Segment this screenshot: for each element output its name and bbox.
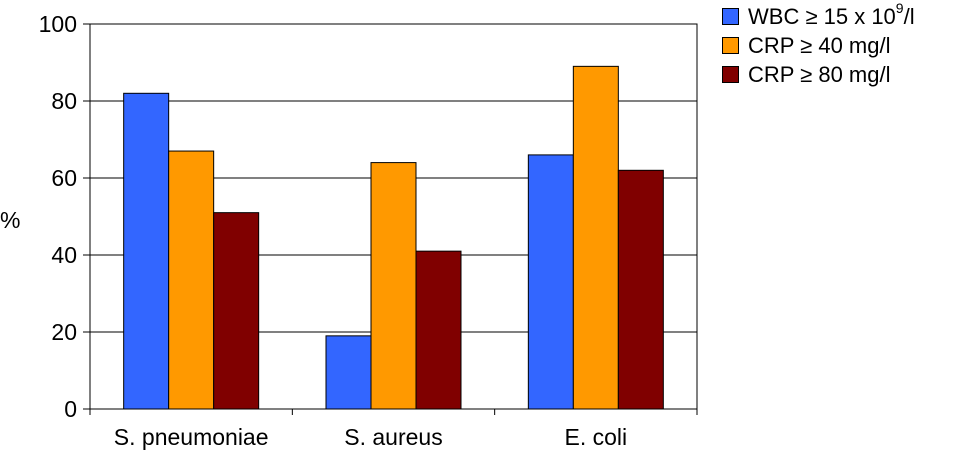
legend-swatch-crp80 (722, 66, 739, 83)
legend-swatch-wbc (722, 8, 739, 25)
bar (213, 212, 260, 410)
bars (123, 65, 664, 410)
legend-item-crp40: CRP ≥ 40 mg/l (722, 31, 915, 60)
x-tick-label: S. pneumoniae (114, 424, 269, 450)
legend-label-wbc: WBC ≥ 15 x 109/l (748, 0, 915, 29)
bar (617, 169, 664, 410)
labels: 0 20 40 60 80 100 S. pneumoniae S. aureus E. col… (39, 11, 628, 450)
y-tick-label: 40 (51, 242, 77, 268)
y-tick-label: 100 (39, 11, 77, 37)
x-tick-label: S. aureus (344, 424, 442, 450)
bar (527, 154, 574, 410)
y-tick-label: 0 (64, 396, 77, 422)
bar (415, 250, 462, 410)
legend-swatch-crp40 (722, 37, 739, 54)
legend-item-wbc: WBC ≥ 15 x 109/l (722, 0, 915, 31)
legend-label-crp40: CRP ≥ 40 mg/l (748, 32, 891, 58)
legend: WBC ≥ 15 x 109/l CRP ≥ 40 mg/l CRP ≥ 80 … (722, 0, 915, 89)
legend-label-crp80: CRP ≥ 80 mg/l (748, 61, 891, 87)
bar (325, 335, 372, 410)
y-tick-label: 80 (51, 88, 77, 114)
bar (123, 92, 170, 410)
x-tick-label: E. coli (565, 424, 628, 450)
bar (572, 65, 619, 410)
bar (168, 150, 215, 410)
bar (370, 162, 417, 410)
y-tick-label: 20 (51, 319, 77, 345)
y-tick-label: 60 (51, 165, 77, 191)
plot-frame (89, 23, 698, 410)
legend-item-crp80: CRP ≥ 80 mg/l (722, 60, 915, 89)
axes (83, 23, 698, 415)
y-axis-label: % (0, 207, 20, 233)
